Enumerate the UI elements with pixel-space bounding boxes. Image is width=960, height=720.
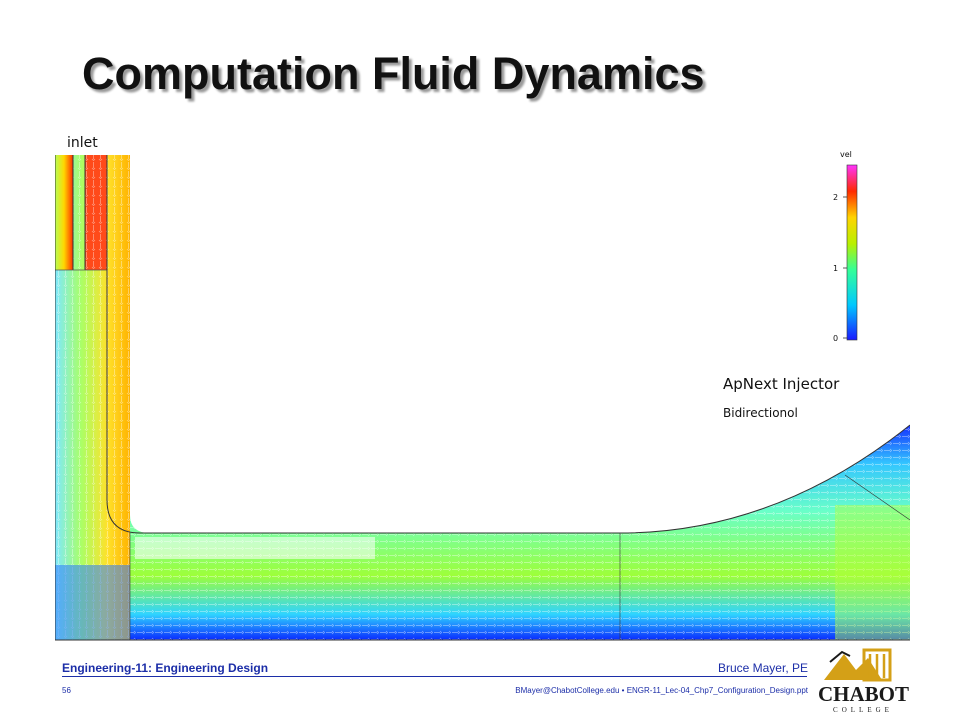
page-number: 56 bbox=[62, 686, 71, 695]
colorbar-tick-1: 1 bbox=[833, 264, 838, 273]
footer-filename: BMayer@ChabotCollege.edu • ENGR-11_Lec-0… bbox=[515, 686, 808, 695]
chabot-logo-icon bbox=[824, 648, 892, 682]
footer-divider bbox=[62, 676, 807, 677]
colorbar-label: vel bbox=[840, 150, 852, 159]
slide-title: Computation Fluid Dynamics bbox=[82, 48, 705, 99]
bottom-channel bbox=[130, 425, 910, 640]
colorbar-tick-2: 2 bbox=[833, 193, 838, 202]
logo-subtitle: COLLEGE bbox=[833, 706, 893, 714]
velocity-colorbar: vel 2 1 0 bbox=[833, 150, 858, 343]
chabot-logo: CHABOT COLLEGE bbox=[818, 644, 910, 716]
cfd-velocity-figure: inlet vel 2 1 0 ApNext Injector Bidirect… bbox=[55, 125, 910, 655]
injector-subcaption: Bidirectionol bbox=[723, 406, 798, 420]
inlet-label: inlet bbox=[67, 135, 98, 151]
logo-name: CHABOT bbox=[818, 682, 910, 706]
footer-author: Bruce Mayer, PE bbox=[717, 661, 808, 675]
inlet-tubes bbox=[55, 155, 108, 271]
colorbar-tick-0: 0 bbox=[833, 334, 838, 343]
footer-course: Engineering-11: Engineering Design bbox=[62, 661, 269, 675]
injector-caption: ApNext Injector bbox=[723, 375, 840, 393]
domain-outline bbox=[55, 155, 910, 641]
